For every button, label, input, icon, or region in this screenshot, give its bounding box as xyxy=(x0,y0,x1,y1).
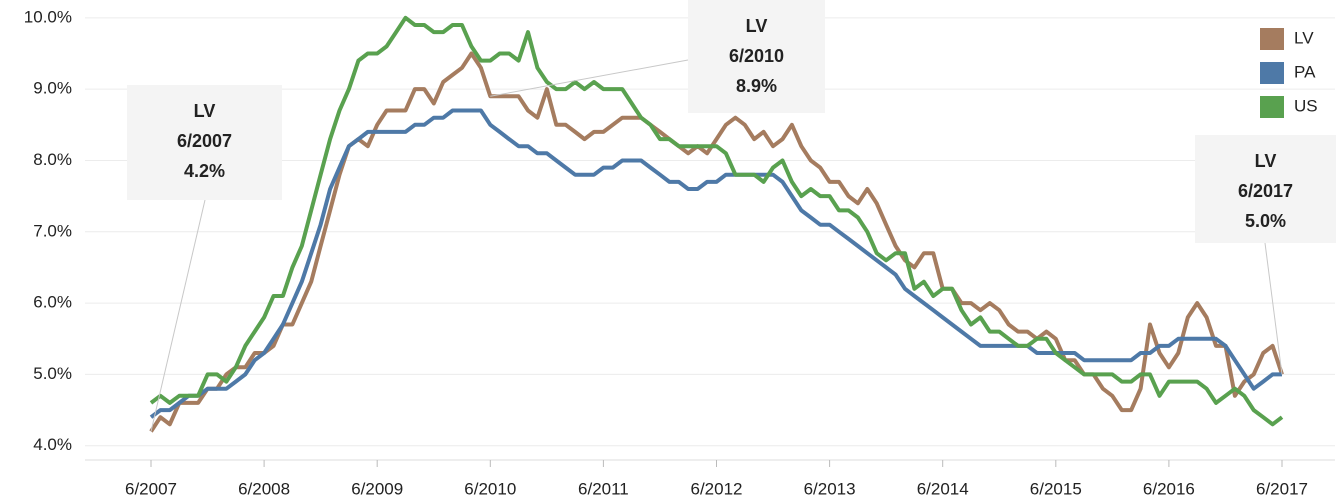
y-tick-label: 8.0% xyxy=(33,150,72,169)
y-tick-label: 10.0% xyxy=(24,7,72,26)
annotation-text: LV xyxy=(194,101,216,121)
annotation-text: 8.9% xyxy=(736,76,777,96)
annotation-text: 4.2% xyxy=(184,161,225,181)
x-tick-label: 6/2012 xyxy=(691,479,743,498)
x-tick-label: 6/2017 xyxy=(1256,479,1308,498)
annotation-text: LV xyxy=(1255,151,1277,171)
annotation-box xyxy=(127,85,282,200)
annotation-connector xyxy=(150,199,206,432)
x-tick-label: 6/2015 xyxy=(1030,479,1082,498)
annotation-text: 6/2017 xyxy=(1238,181,1293,201)
x-tick-label: 6/2009 xyxy=(351,479,403,498)
annotation-text: 6/2007 xyxy=(177,131,232,151)
annotation-box xyxy=(1195,135,1336,243)
y-tick-label: 5.0% xyxy=(33,364,72,383)
x-tick-label: 6/2013 xyxy=(804,479,856,498)
legend-swatch xyxy=(1260,96,1284,118)
annotation-text: 6/2010 xyxy=(729,46,784,66)
x-tick-label: 6/2007 xyxy=(125,479,177,498)
y-tick-label: 4.0% xyxy=(33,435,72,454)
legend-label: US xyxy=(1294,96,1318,115)
y-tick-label: 9.0% xyxy=(33,79,72,98)
x-tick-label: 6/2016 xyxy=(1143,479,1195,498)
x-tick-label: 6/2014 xyxy=(917,479,969,498)
line-series xyxy=(149,108,1282,419)
y-tick-label: 7.0% xyxy=(33,221,72,240)
annotation-text: LV xyxy=(746,16,768,36)
line-series xyxy=(149,15,1284,427)
annotation-box xyxy=(688,0,825,113)
legend-label: PA xyxy=(1294,62,1316,81)
x-tick-label: 6/2010 xyxy=(464,479,516,498)
x-tick-label: 6/2008 xyxy=(238,479,290,498)
legend-swatch xyxy=(1260,62,1284,84)
legend-label: LV xyxy=(1294,28,1314,47)
x-tick-label: 6/2011 xyxy=(578,479,629,498)
y-tick-label: 6.0% xyxy=(33,293,72,312)
annotation-text: 5.0% xyxy=(1245,211,1286,231)
annotation-connector xyxy=(1264,242,1283,375)
legend-swatch xyxy=(1260,28,1284,50)
annotation-connector xyxy=(490,59,689,97)
